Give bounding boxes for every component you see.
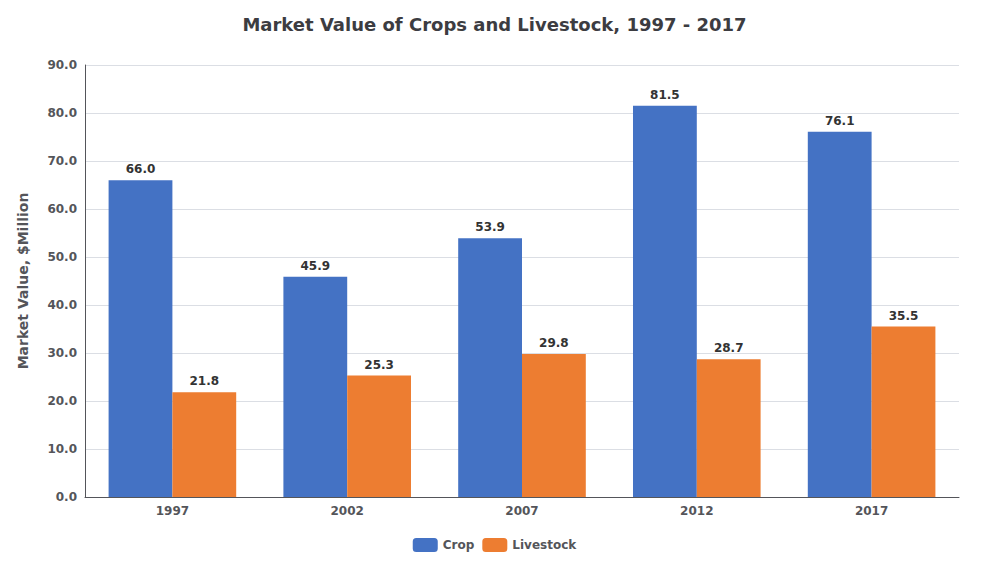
svg-text:66.0: 66.0 <box>126 162 156 176</box>
svg-text:Market Value, $Million: Market Value, $Million <box>15 193 31 370</box>
svg-text:2012: 2012 <box>680 504 713 518</box>
svg-text:Market Value of Crops and Live: Market Value of Crops and Livestock, 199… <box>242 14 746 35</box>
svg-text:29.8: 29.8 <box>539 336 569 350</box>
svg-text:40.0: 40.0 <box>47 298 77 312</box>
svg-text:2007: 2007 <box>505 504 538 518</box>
svg-text:35.5: 35.5 <box>889 309 919 323</box>
svg-text:81.5: 81.5 <box>650 88 680 102</box>
svg-text:53.9: 53.9 <box>475 220 505 234</box>
svg-text:80.0: 80.0 <box>47 106 77 120</box>
svg-text:2002: 2002 <box>330 504 363 518</box>
svg-text:25.3: 25.3 <box>364 358 394 372</box>
svg-text:Livestock: Livestock <box>512 538 577 552</box>
svg-text:70.0: 70.0 <box>47 154 77 168</box>
svg-text:76.1: 76.1 <box>825 114 855 128</box>
svg-text:Crop: Crop <box>443 538 475 552</box>
svg-text:20.0: 20.0 <box>47 394 77 408</box>
svg-text:30.0: 30.0 <box>47 346 77 360</box>
svg-text:21.8: 21.8 <box>189 374 219 388</box>
svg-text:90.0: 90.0 <box>47 58 77 72</box>
svg-text:2017: 2017 <box>855 504 888 518</box>
svg-text:60.0: 60.0 <box>47 202 77 216</box>
svg-text:10.0: 10.0 <box>47 442 77 456</box>
svg-text:45.9: 45.9 <box>300 259 330 273</box>
svg-text:28.7: 28.7 <box>714 341 744 355</box>
svg-text:1997: 1997 <box>156 504 189 518</box>
svg-text:0.0: 0.0 <box>56 490 77 504</box>
svg-text:50.0: 50.0 <box>47 250 77 264</box>
